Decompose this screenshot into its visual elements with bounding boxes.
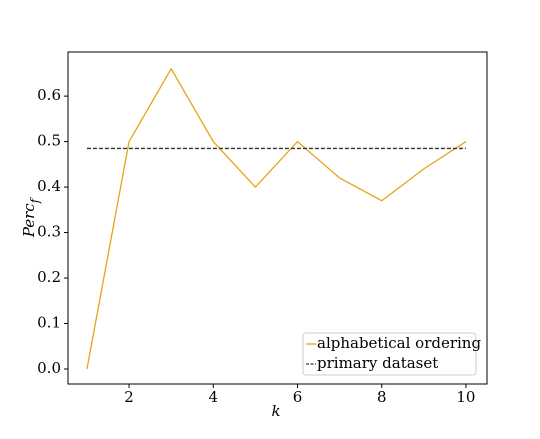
x-axis-label: k [271, 402, 280, 420]
y-tick-label: 0.6 [37, 86, 61, 104]
y-axis-label-main: Perc [20, 203, 38, 238]
y-axis-label: Percf [20, 196, 42, 238]
y-axis-label-sub: f [28, 196, 42, 204]
y-tick-label: 0.1 [37, 314, 61, 332]
y-tick-label: 0.3 [37, 223, 61, 241]
series-line [86, 67, 467, 370]
y-tick-label: 0.2 [37, 268, 61, 286]
x-tick-label: 2 [124, 388, 134, 406]
plot-frame [67, 51, 488, 385]
x-tick-label: 4 [209, 388, 219, 406]
y-tick-label: 0.0 [37, 359, 61, 377]
y-tick-label: 0.4 [37, 177, 61, 195]
x-tick-label: 6 [293, 388, 303, 406]
x-tick-label: 8 [377, 388, 387, 406]
legend-label: alphabetical ordering [317, 334, 481, 352]
legend-box [302, 332, 477, 376]
legend-label: primary dataset [317, 354, 438, 372]
y-tick-label: 0.5 [37, 132, 61, 150]
x-tick-label: 10 [456, 388, 475, 406]
